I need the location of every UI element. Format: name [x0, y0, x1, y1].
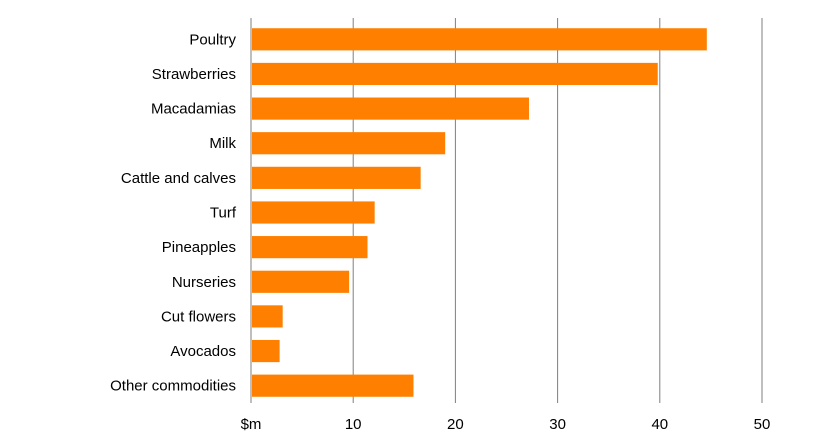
category-label: Cattle and calves — [121, 170, 236, 187]
bar — [252, 270, 350, 293]
x-tick-labels: $m 10 20 30 40 50 — [241, 416, 771, 433]
x-tick-label: 50 — [754, 416, 771, 433]
x-tick-label: 40 — [651, 416, 668, 433]
bar — [252, 236, 368, 259]
x-tick-label: 30 — [549, 416, 566, 433]
bar — [252, 201, 375, 224]
category-label: Poultry — [189, 31, 236, 48]
category-label: Cut flowers — [161, 308, 236, 325]
bars — [252, 28, 707, 397]
bar — [252, 305, 283, 328]
x-unit-label: $m — [241, 416, 262, 433]
bar — [252, 62, 658, 86]
category-label: Nurseries — [172, 274, 236, 291]
category-label: Milk — [209, 135, 236, 152]
category-labels: Poultry Strawberries Macadamias Milk Cattle … — [110, 31, 237, 394]
category-label: Avocados — [170, 343, 236, 360]
x-tick-label: 10 — [345, 416, 362, 433]
category-label: Strawberries — [152, 66, 236, 83]
bar — [252, 339, 280, 363]
bar — [252, 374, 414, 397]
bar — [252, 166, 421, 189]
x-tick-label: 20 — [447, 416, 464, 433]
bar — [252, 28, 707, 51]
category-label: Macadamias — [151, 101, 236, 118]
category-label: Turf — [210, 205, 237, 222]
bar — [252, 97, 529, 120]
category-label: Other commodities — [110, 378, 236, 395]
bar — [252, 132, 446, 155]
category-label: Pineapples — [162, 239, 236, 256]
